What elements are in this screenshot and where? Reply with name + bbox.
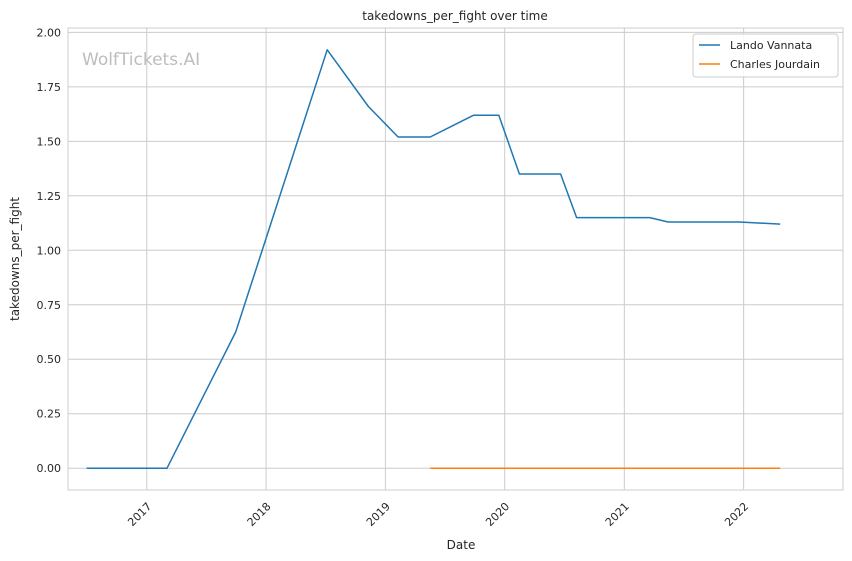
y-tick-label: 0.00 xyxy=(37,462,62,475)
plot-area: WolfTickets.AI xyxy=(67,27,844,491)
legend: Lando Vannata Charles Jourdain xyxy=(692,33,839,78)
y-tick-label: 1.00 xyxy=(37,244,62,257)
series-layer xyxy=(86,49,781,469)
y-tick-label: 1.50 xyxy=(37,135,62,148)
x-tick-label: 2019 xyxy=(364,500,393,529)
x-tick-label: 2020 xyxy=(483,500,512,529)
y-tick-label: 2.00 xyxy=(37,26,62,39)
y-tick-label: 0.25 xyxy=(37,408,62,421)
y-tick-label: 1.25 xyxy=(37,190,62,203)
x-tick-label: 2017 xyxy=(125,500,154,529)
series-line-lando-vannata xyxy=(86,49,781,469)
x-axis: 2017 2018 2019 2020 2021 2022 xyxy=(125,500,751,529)
x-tick-label: 2022 xyxy=(722,500,751,529)
legend-label-charles-jourdain: Charles Jourdain xyxy=(730,58,820,71)
y-axis: 0.00 0.25 0.50 0.75 1.00 1.25 1.50 1.75 2.00 xyxy=(37,26,62,475)
x-tick-label: 2018 xyxy=(245,500,274,529)
x-axis-label: Date xyxy=(447,538,476,552)
legend-box xyxy=(692,33,839,78)
x-tick-label: 2021 xyxy=(603,500,632,529)
grid xyxy=(68,28,843,490)
chart-title: takedowns_per_fight over time xyxy=(362,9,548,23)
y-tick-label: 1.75 xyxy=(37,81,62,94)
watermark: WolfTickets.AI xyxy=(82,50,200,70)
y-tick-label: 0.50 xyxy=(37,353,62,366)
y-axis-label: takedowns_per_fight xyxy=(8,197,22,321)
legend-label-lando-vannata: Lando Vannata xyxy=(730,39,812,52)
plot-frame xyxy=(67,27,844,491)
y-tick-label: 0.75 xyxy=(37,299,62,312)
